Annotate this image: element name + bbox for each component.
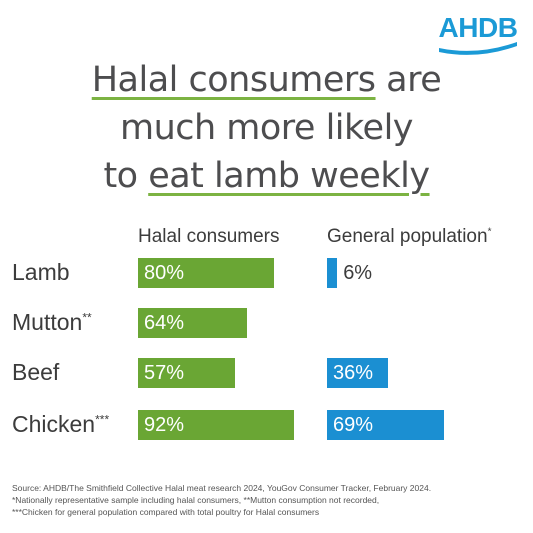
source-note: Source: AHDB/The Smithfield Collective H…	[12, 483, 432, 493]
column-header-general: General population*	[327, 226, 491, 248]
value-label-halal-mutton: 64%	[144, 312, 185, 334]
bar-general-beef	[327, 358, 389, 388]
headline-line-2: much more likely	[119, 108, 414, 148]
bar-halal-mutton	[138, 308, 247, 338]
value-label-general-beef: 36%	[333, 362, 374, 384]
logo-swoosh-icon	[439, 42, 517, 55]
value-label-halal-lamb: 80%	[144, 262, 185, 284]
column-header-general-text: General population	[327, 226, 488, 247]
value-label-halal-beef: 57%	[144, 362, 185, 384]
footnote-1: *Nationally representative sample includ…	[12, 495, 380, 505]
headline-highlight-3: eat lamb weekly	[148, 156, 430, 196]
category-label-mutton: Mutton**	[12, 309, 92, 335]
bar-general-chicken	[327, 410, 445, 440]
bar-halal-chicken	[138, 410, 295, 440]
column-header-general-mark: *	[487, 226, 492, 238]
headline-line-1: Halal consumers are	[0, 56, 533, 104]
headline: Halal consumers are much more likely to …	[0, 56, 533, 200]
value-label-general-lamb: 6%	[343, 262, 373, 284]
headline-line-1-rest: are	[375, 60, 442, 100]
category-label-lamb: Lamb	[12, 259, 70, 285]
bar-halal-lamb	[138, 258, 274, 288]
bar-general-lamb	[327, 258, 338, 288]
headline-line-3-pre: to	[103, 156, 149, 196]
value-label-halal-chicken: 92%	[144, 414, 185, 436]
headline-line-3: to eat lamb weekly	[0, 152, 533, 200]
column-header-halal-text: Halal consumers	[138, 226, 280, 247]
footnote-2: ***Chicken for general population compar…	[12, 507, 320, 517]
category-label-beef: Beef	[12, 359, 60, 385]
logo-text: AHDB	[438, 12, 518, 43]
column-header-halal: Halal consumers	[138, 226, 280, 248]
bar-halal-beef	[138, 358, 235, 388]
ahdb-logo: AHDB	[437, 12, 519, 56]
headline-highlight-1: Halal consumers	[91, 60, 376, 100]
category-mark-mutton: **	[82, 310, 92, 325]
category-label-chicken: Chicken***	[12, 411, 110, 437]
value-label-general-chicken: 69%	[333, 414, 374, 436]
category-mark-chicken: ***	[95, 412, 110, 427]
